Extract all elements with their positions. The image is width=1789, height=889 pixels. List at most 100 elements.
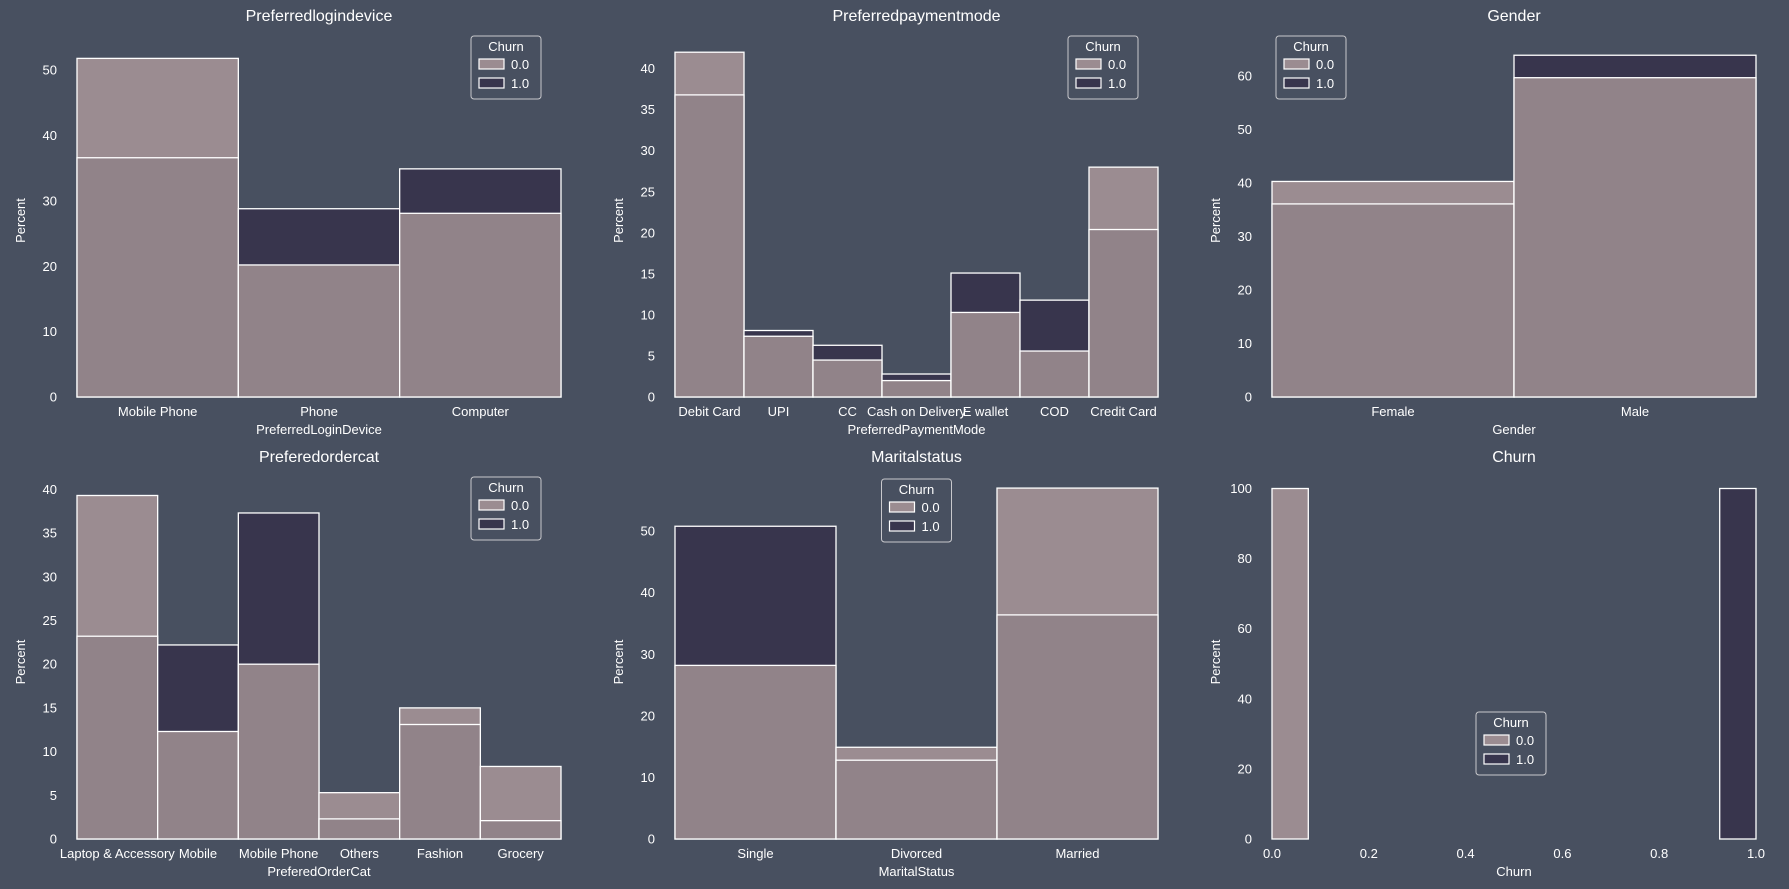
legend-label-churn-0: 0.0 (511, 498, 529, 513)
chart-title: Preferedordercat (259, 449, 380, 466)
subplot-preferredlogindevice: Preferredlogindevice 0 10 20 30 40 50 Percent Pr… (13, 8, 562, 437)
bar-cod-churn-0 (1019, 350, 1090, 398)
bars-group (76, 57, 562, 398)
chart-title: Churn (1492, 449, 1536, 466)
y-tick-label: 20 (43, 657, 57, 672)
legend-swatch-churn-0 (478, 58, 505, 70)
y-tick-label: 25 (43, 613, 57, 628)
x-tick-label: 0.6 (1553, 846, 1571, 861)
x-axis-label: MaritalStatus (879, 864, 955, 879)
bar-male-churn-0 (1513, 77, 1757, 398)
y-tick-label: 35 (43, 526, 57, 541)
y-tick-label: 15 (641, 266, 655, 281)
x-axis-label: PreferredPaymentMode (847, 422, 985, 437)
y-tick-label: 5 (50, 788, 57, 803)
bar-divorced-churn-1 (835, 759, 998, 840)
bar-grocery-churn-1 (479, 819, 562, 840)
y-tick-label: 40 (1238, 691, 1252, 706)
y-tick-label: 20 (1238, 283, 1252, 298)
legend-title: Churn (899, 482, 934, 497)
x-tick-label: CC (838, 404, 857, 419)
legend-swatch-churn-0 (1075, 58, 1102, 70)
y-tick-label: 60 (1238, 69, 1252, 84)
x-tick-label: Mobile Phone (239, 846, 319, 861)
x-tick-label: Laptop & Accessory (60, 846, 175, 861)
legend-label-churn-1: 1.0 (1316, 76, 1334, 91)
legend-title: Churn (488, 39, 523, 54)
x-tick-label: Male (1621, 404, 1649, 419)
bar-laptop-accessory-churn-1 (76, 635, 159, 840)
legend: Churn 0.0 1.0 (1275, 35, 1347, 100)
x-tick-label: Divorced (891, 846, 942, 861)
legend-label-churn-0: 0.0 (1516, 733, 1534, 748)
y-tick-label: 30 (1238, 229, 1252, 244)
legend-label-churn-0: 0.0 (922, 500, 940, 515)
legend-swatch-churn-0 (888, 501, 916, 513)
y-tick-label: 0 (50, 390, 57, 405)
x-tick-label: Married (1055, 846, 1099, 861)
y-axis-label: Percent (1208, 639, 1223, 684)
bar-mobile-phone-churn-0 (237, 663, 320, 840)
x-tick-label: Fashion (417, 846, 463, 861)
legend: Churn 0.0 1.0 (470, 476, 542, 541)
y-tick-label: 20 (641, 225, 655, 240)
legend: Churn 0.0 1.0 (470, 35, 542, 100)
subplot-preferredpaymentmode: Preferredpaymentmode 0 5 10 15 20 25 30 35 40 Perc… (611, 8, 1159, 437)
legend: Churn 0.0 1.0 (1475, 711, 1547, 776)
subplot-maritalstatus: Maritalstatus 0 10 20 30 40 50 Percent MaritalSt… (611, 449, 1159, 879)
bar-single-churn-0 (674, 664, 837, 840)
x-tick-label: Credit Card (1090, 404, 1156, 419)
x-tick-label: Phone (300, 404, 338, 419)
legend-label-churn-1: 1.0 (511, 517, 529, 532)
bar-others-churn-1 (318, 818, 401, 840)
x-axis-label: Gender (1492, 422, 1536, 437)
chart-title: Gender (1487, 8, 1541, 25)
x-tick-label: Mobile Phone (118, 404, 198, 419)
y-tick-label: 100 (1230, 481, 1252, 496)
legend-swatch-churn-1 (478, 77, 505, 89)
y-tick-label: 50 (641, 524, 655, 539)
x-tick-label: 0.2 (1360, 846, 1378, 861)
bar-phone-churn-0 (237, 264, 401, 398)
chart-title: Preferredlogindevice (246, 8, 393, 25)
bar-female-churn-1 (1271, 203, 1515, 398)
y-tick-label: 50 (43, 63, 57, 78)
legend-title: Churn (1293, 39, 1328, 54)
bars-group (76, 494, 562, 840)
legend-label-churn-1: 1.0 (1108, 76, 1126, 91)
legend-title: Churn (1493, 715, 1528, 730)
y-tick-label: 20 (43, 259, 57, 274)
bars-group (674, 51, 1159, 398)
y-tick-label: 60 (1238, 621, 1252, 636)
x-tick-label: Grocery (498, 846, 545, 861)
legend: Churn 0.0 1.0 (1067, 35, 1139, 100)
legend-label-churn-1: 1.0 (511, 76, 529, 91)
x-axis-label: PreferredLoginDevice (256, 422, 382, 437)
bar-credit-card-churn-1 (1088, 228, 1159, 398)
y-tick-label: 30 (641, 647, 655, 662)
y-tick-label: 30 (641, 143, 655, 158)
bar-married-churn-1 (996, 614, 1159, 840)
legend-swatch-churn-1 (478, 518, 505, 530)
y-tick-label: 30 (43, 193, 57, 208)
x-tick-label: Debit Card (678, 404, 740, 419)
y-axis-label: Percent (611, 198, 626, 243)
legend-label-churn-0: 0.0 (511, 57, 529, 72)
legend-swatch-churn-1 (888, 520, 916, 532)
legend-swatch-churn-1 (1483, 753, 1510, 765)
x-axis-label: PreferedOrderCat (267, 864, 371, 879)
y-tick-label: 30 (43, 569, 57, 584)
x-tick-label: COD (1040, 404, 1069, 419)
legend-label-churn-1: 1.0 (1516, 752, 1534, 767)
y-tick-label: 0 (50, 832, 57, 847)
bar-fashion-churn-1 (399, 723, 481, 840)
legend-label-churn-1: 1.0 (922, 519, 940, 534)
legend-label-churn-0: 0.0 (1108, 57, 1126, 72)
legend-title: Churn (1085, 39, 1120, 54)
x-tick-label: E wallet (963, 404, 1009, 419)
x-tick-label: 0.0 (1263, 846, 1281, 861)
y-axis-label: Percent (611, 639, 626, 684)
legend-swatch-churn-1 (1283, 77, 1310, 89)
legend: Churn 0.0 1.0 (881, 478, 952, 543)
